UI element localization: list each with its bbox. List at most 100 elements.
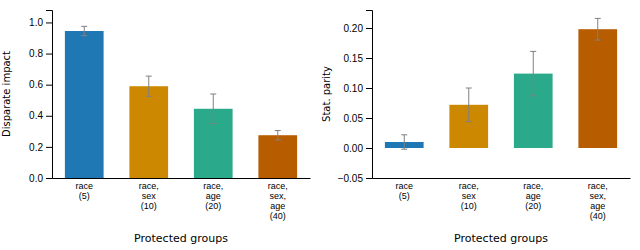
x-tick-label: race,sex,age(40)	[588, 181, 608, 221]
y-tick: 0.4	[29, 110, 52, 121]
x-tick-label-line: race,	[268, 181, 288, 191]
x-tick-label-line: sex,	[589, 191, 606, 201]
y-tick-mark	[366, 58, 372, 59]
y-axis: 0.0 0.2 0.4 0.6 0.8 1.0	[29, 11, 52, 184]
error-bar-cap	[530, 51, 536, 52]
x-tick: race(5)	[395, 181, 413, 201]
error-bar-cap	[275, 130, 281, 131]
y-tick-mark	[366, 178, 372, 179]
x-tick-label-line: sex	[462, 191, 477, 201]
bar	[65, 31, 104, 178]
y-tick-label: 0.20	[344, 23, 364, 34]
figure: 0.00.20.40.60.81.0race(5)race,sex(10)rac…	[0, 0, 640, 250]
x-tick: race,sex,age(40)	[588, 181, 608, 221]
x-tick: race(5)	[75, 181, 93, 201]
y-tick: 0.15	[344, 53, 372, 64]
panel: −0.050.000.050.100.150.20race(5)race,sex…	[321, 11, 631, 246]
y-axis-line	[366, 11, 373, 179]
x-tick-label-line: (5)	[399, 191, 410, 201]
y-tick: 0.05	[344, 113, 372, 124]
x-tick-label-line: age	[270, 201, 285, 211]
error-bar-cap	[275, 139, 281, 140]
x-tick-label: race,sex(10)	[139, 181, 159, 211]
y-axis-title: Stat. parity	[321, 66, 332, 122]
x-tick: race,sex(10)	[139, 181, 159, 211]
error-bar-line	[213, 94, 214, 124]
error-bar	[210, 94, 216, 124]
error-bar	[401, 135, 407, 149]
y-axis: −0.05 0.00 0.05 0.10 0.15 0.20	[338, 11, 373, 184]
x-tick-label-line: (10)	[141, 201, 157, 211]
y-tick-mark	[46, 147, 52, 148]
error-bar-cap	[146, 96, 152, 97]
x-tick-label: race,age(20)	[523, 181, 543, 211]
y-tick-mark	[366, 148, 372, 149]
y-tick-mark	[366, 88, 372, 89]
y-tick: 0.00	[344, 143, 372, 154]
y-tick-label: 0.05	[344, 113, 364, 124]
error-bar-cap	[210, 94, 216, 95]
x-axis: race(5)race,sex(10)race,age(20)race,sex,…	[53, 179, 311, 222]
x-tick-label-line: race	[395, 181, 413, 191]
y-tick: 0.20	[344, 23, 372, 34]
error-bar-cap	[595, 40, 601, 41]
x-axis-line	[373, 178, 631, 179]
y-tick-label: −0.05	[338, 173, 364, 184]
x-tick-label-line: race	[75, 181, 93, 191]
x-tick-label: race(5)	[75, 181, 93, 201]
error-bar	[595, 18, 601, 40]
y-axis-title: Disparate impact	[1, 51, 12, 137]
y-tick-mark	[46, 116, 52, 117]
x-tick-label-line: (5)	[79, 191, 90, 201]
bar	[258, 135, 297, 178]
y-axis-line	[46, 11, 53, 179]
error-bar-line	[277, 131, 278, 140]
y-tick-label: 0.6	[29, 79, 43, 90]
x-tick-label-line: race,	[139, 181, 159, 191]
y-tick-mark	[46, 178, 52, 179]
error-bar	[81, 26, 87, 35]
x-tick-label-line: age	[526, 191, 541, 201]
x-tick-label-line: race,	[588, 181, 608, 191]
error-bar-cap	[146, 76, 152, 77]
y-tick: −0.05	[338, 173, 372, 184]
x-axis-title: Protected groups	[134, 232, 228, 245]
error-bar-line	[533, 51, 534, 95]
plot-area	[385, 18, 617, 149]
y-tick-mark	[46, 22, 52, 23]
y-tick: 1.0	[29, 17, 52, 28]
y-tick: 0.0	[29, 173, 52, 184]
x-tick-label-line: sex	[142, 191, 157, 201]
x-tick: race,sex,age(40)	[268, 181, 288, 221]
y-tick-label: 0.10	[344, 83, 364, 94]
y-tick-label: 0.8	[29, 48, 43, 59]
error-bar-cap	[595, 18, 601, 19]
error-bar	[530, 51, 536, 95]
plot-area	[65, 26, 297, 178]
x-tick-label-line: sex,	[269, 191, 286, 201]
error-bar-line	[404, 135, 405, 149]
error-bar-line	[148, 76, 149, 96]
error-bar-line	[468, 88, 469, 122]
y-tick-label: 0.4	[29, 110, 43, 121]
x-tick-label-line: (20)	[205, 201, 221, 211]
x-tick-label-line: (40)	[590, 211, 606, 221]
x-tick: race,sex(10)	[459, 181, 479, 211]
error-bar-cap	[530, 95, 536, 96]
x-axis-line	[53, 178, 311, 179]
y-tick-mark	[46, 85, 52, 86]
x-tick-label: race(5)	[395, 181, 413, 201]
x-tick-label-line: age	[206, 191, 221, 201]
x-tick-label: race,sex(10)	[459, 181, 479, 211]
error-bar-cap	[81, 35, 87, 36]
x-tick-label-line: race,	[459, 181, 479, 191]
panel: 0.00.20.40.60.81.0race(5)race,sex(10)rac…	[1, 11, 311, 246]
y-tick-mark	[366, 28, 372, 29]
y-tick-label: 0.15	[344, 53, 364, 64]
x-axis-title: Protected groups	[454, 232, 548, 245]
error-bar-line	[597, 18, 598, 40]
error-bar-cap	[81, 26, 87, 27]
error-bar-line	[84, 26, 85, 35]
y-tick: 0.2	[29, 142, 52, 153]
y-tick: 0.10	[344, 83, 372, 94]
